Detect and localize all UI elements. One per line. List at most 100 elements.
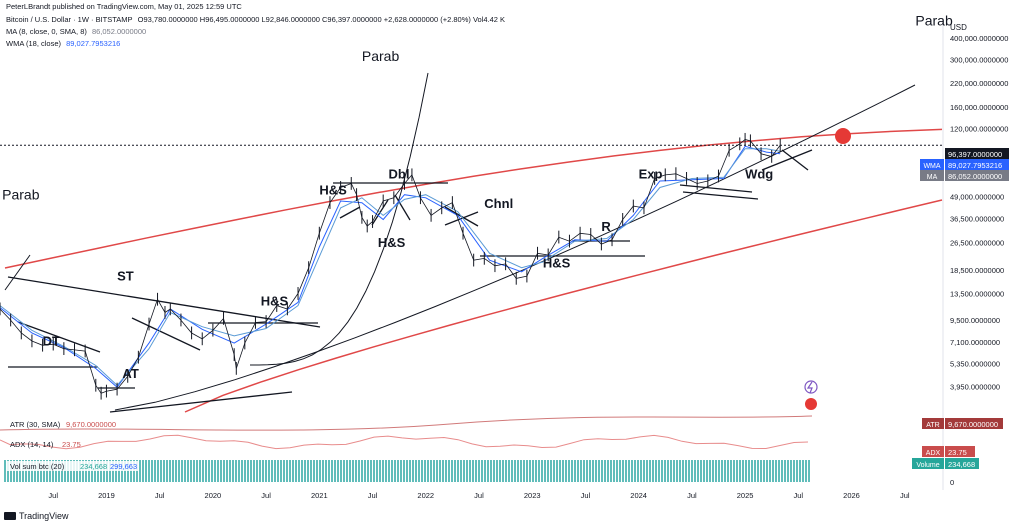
volume-bar: [643, 460, 645, 482]
y-tick-label: 5,350.0000000: [950, 359, 1000, 368]
volume-bar: [640, 460, 642, 482]
volume-bar: [457, 460, 459, 482]
volume-bar: [142, 460, 144, 482]
y-tick-label: 49,000.0000000: [950, 192, 1004, 201]
volume-bar: [160, 460, 162, 482]
tradingview-logo[interactable]: TradingView: [4, 511, 69, 521]
x-tick-label: Jul: [474, 491, 484, 500]
volume-bar: [766, 460, 768, 482]
lightning-icon-glyph: [806, 381, 813, 394]
symbol-text[interactable]: Bitcoin / U.S. Dollar · 1W · BITSTAMP: [6, 15, 133, 24]
volume-bar: [274, 460, 276, 482]
volume-bar: [541, 460, 543, 482]
ma-legend[interactable]: MA (8, close, 0, SMA, 8) 86,052.0000000: [6, 27, 149, 36]
volume-bar: [742, 460, 744, 482]
x-tick-label: Jul: [900, 491, 910, 500]
volume-bar: [619, 460, 621, 482]
volume-bar: [769, 460, 771, 482]
volume-bar: [211, 460, 213, 482]
volume-bar: [349, 460, 351, 482]
volume-bar: [733, 460, 735, 482]
pattern-annotation: AT: [122, 366, 138, 381]
pattern-trendline: [109, 391, 293, 413]
volume-bar: [781, 460, 783, 482]
volume-bar: [628, 460, 630, 482]
volume-bar: [589, 460, 591, 482]
pattern-annotation: H&S: [543, 256, 571, 271]
wma-series-line: [0, 148, 781, 387]
volume-bar: [454, 460, 456, 482]
adx-badge-name: ADX: [926, 450, 941, 457]
y-tick-label: 13,500.0000000: [950, 290, 1004, 299]
volume-bar: [571, 460, 573, 482]
x-tick-label: Jul: [261, 491, 271, 500]
volume-bar: [313, 460, 315, 482]
adx-legend-name: ADX (14, 14): [10, 440, 54, 449]
volume-bar: [655, 460, 657, 482]
volume-bar: [514, 460, 516, 482]
x-tick-label: 2025: [737, 491, 754, 500]
pattern-annotation: ST: [117, 269, 134, 284]
volume-bar: [604, 460, 606, 482]
volume-bar: [679, 460, 681, 482]
volume-bar: [181, 460, 183, 482]
volume-bar: [562, 460, 564, 482]
volume-bar: [463, 460, 465, 482]
volume-bar: [325, 460, 327, 482]
publisher-text: PeterLBrandt published on TradingView.co…: [6, 2, 242, 11]
y-tick-label: 220,000.0000000: [950, 79, 1008, 88]
volume-bar: [721, 460, 723, 482]
volume-bar: [244, 460, 246, 482]
volume-bar: [268, 460, 270, 482]
volume-bar: [565, 460, 567, 482]
pattern-annotation: H&S: [319, 183, 347, 198]
volume-bar: [550, 460, 552, 482]
volume-bar: [445, 460, 447, 482]
y-tick-label: 36,500.0000000: [950, 214, 1004, 223]
pattern-annotation: Parab: [362, 48, 400, 64]
volume-bar: [577, 460, 579, 482]
pattern-trendline: [339, 206, 361, 219]
volume-bar: [193, 460, 195, 482]
volume-bar: [511, 460, 513, 482]
price-series-line: [0, 139, 781, 394]
volume-bar: [367, 460, 369, 482]
volume-bar: [241, 460, 243, 482]
volume-bar: [139, 460, 141, 482]
lower-axis-zero-label: 0: [950, 478, 954, 487]
lightning-icon: [804, 380, 818, 394]
volume-bar: [478, 460, 480, 482]
volume-bar: [271, 460, 273, 482]
volume-bar: [535, 460, 537, 482]
atr-badge-value: 9,670.0000000: [948, 420, 998, 429]
volume-bar: [595, 460, 597, 482]
volume-bar: [676, 460, 678, 482]
x-tick-label: 2024: [630, 491, 647, 500]
volume-bar: [337, 460, 339, 482]
volume-bar: [355, 460, 357, 482]
volume-bar: [613, 460, 615, 482]
volume-bar: [715, 460, 717, 482]
volume-bar: [247, 460, 249, 482]
long-parabola-line: [114, 84, 916, 411]
adx-line: [0, 434, 809, 450]
volume-bar: [229, 460, 231, 482]
volume-bar: [205, 460, 207, 482]
volume-bar: [649, 460, 651, 482]
price-label-box: [945, 148, 1009, 159]
volume-bar: [730, 460, 732, 482]
volume-bar: [724, 460, 726, 482]
volume-bar: [400, 460, 402, 482]
y-tick-label: 400,000.0000000: [950, 34, 1008, 43]
volume-bar: [784, 460, 786, 482]
wma-legend[interactable]: WMA (18, close) 89,027.7953216: [6, 39, 123, 48]
tradingview-logo-icon: [4, 512, 16, 520]
volume-bar: [607, 460, 609, 482]
flag-icon: [805, 398, 817, 410]
volume-legend-value2: 299,663: [110, 462, 137, 471]
volume-bar: [652, 460, 654, 482]
volume-bar: [793, 460, 795, 482]
volume-bar: [484, 460, 486, 482]
upper-parabola-curve: [4, 128, 943, 269]
